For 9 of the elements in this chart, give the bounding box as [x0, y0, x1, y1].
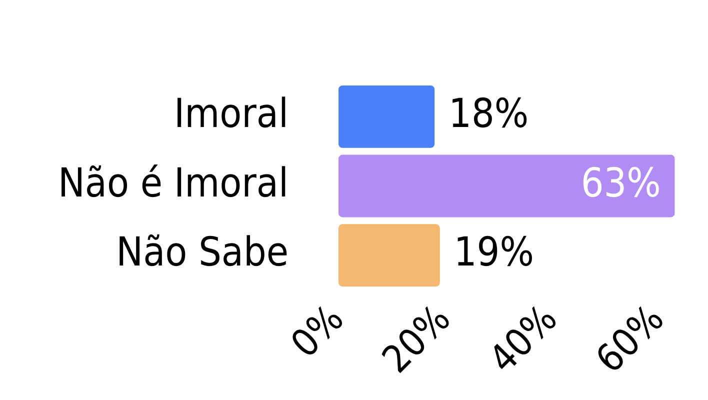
x-tick-label: 40% — [480, 296, 566, 382]
x-tick-label: 0% — [282, 296, 352, 366]
data-label: 18% — [448, 91, 529, 138]
x-tick-label: 60% — [587, 296, 672, 382]
data-label: 63% — [580, 160, 661, 206]
y-tick-label: Imoral — [174, 91, 288, 138]
y-tick-label: Não é Imoral — [58, 160, 288, 206]
data-label: 19% — [454, 230, 534, 276]
y-tick-label: Não Sabe — [116, 230, 288, 276]
